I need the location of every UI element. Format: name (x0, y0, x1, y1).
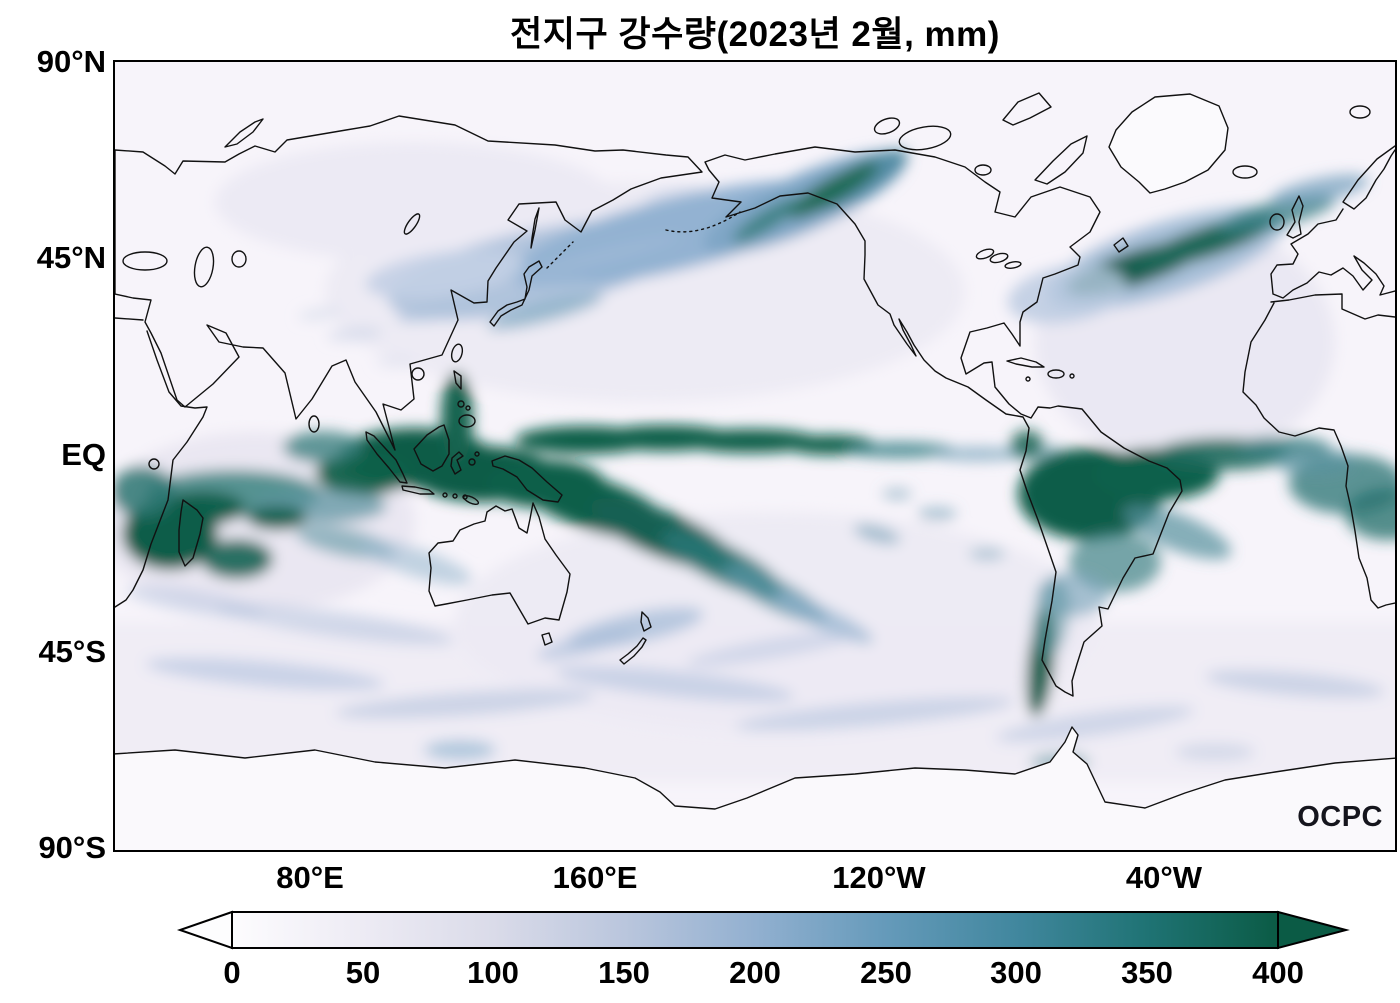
cb-tick-150: 150 (598, 955, 650, 990)
lat-tick-eq: EQ (61, 437, 106, 472)
lon-tick-120w: 120°W (832, 860, 926, 895)
lon-tick-40w: 40°W (1125, 860, 1203, 895)
cb-tick-50: 50 (345, 955, 381, 990)
chart-title: 전지구 강수량(2023년 2월, mm) (510, 15, 1000, 54)
lat-tick-90n: 90°N (36, 44, 106, 79)
cb-tick-300: 300 (990, 955, 1042, 990)
lon-tick-80e: 80°E (276, 860, 344, 895)
lon-tick-160e: 160°E (552, 860, 638, 895)
coastlines-layer (115, 92, 1395, 810)
map-canvas (115, 62, 1395, 850)
cb-tick-400: 400 (1252, 955, 1304, 990)
colorbar-right-arrow (1277, 910, 1350, 950)
ice-sheet-fills (115, 94, 1395, 850)
colorbar-left-arrow (176, 910, 233, 950)
colorbar-gradient-bar (231, 911, 1279, 949)
watermark-ocpc: OCPC (1297, 801, 1383, 833)
colorbar (176, 910, 1350, 950)
cb-tick-200: 200 (729, 955, 781, 990)
cb-tick-350: 350 (1121, 955, 1173, 990)
lat-tick-45n: 45°N (36, 240, 106, 275)
lat-tick-90s: 90°S (38, 830, 106, 865)
world-precipitation-map: OCPC (113, 60, 1397, 852)
cb-tick-100: 100 (467, 955, 519, 990)
cb-tick-0: 0 (223, 955, 241, 990)
precipitation-layer (115, 142, 1395, 782)
cb-tick-250: 250 (860, 955, 912, 990)
lat-tick-45s: 45°S (38, 634, 106, 669)
